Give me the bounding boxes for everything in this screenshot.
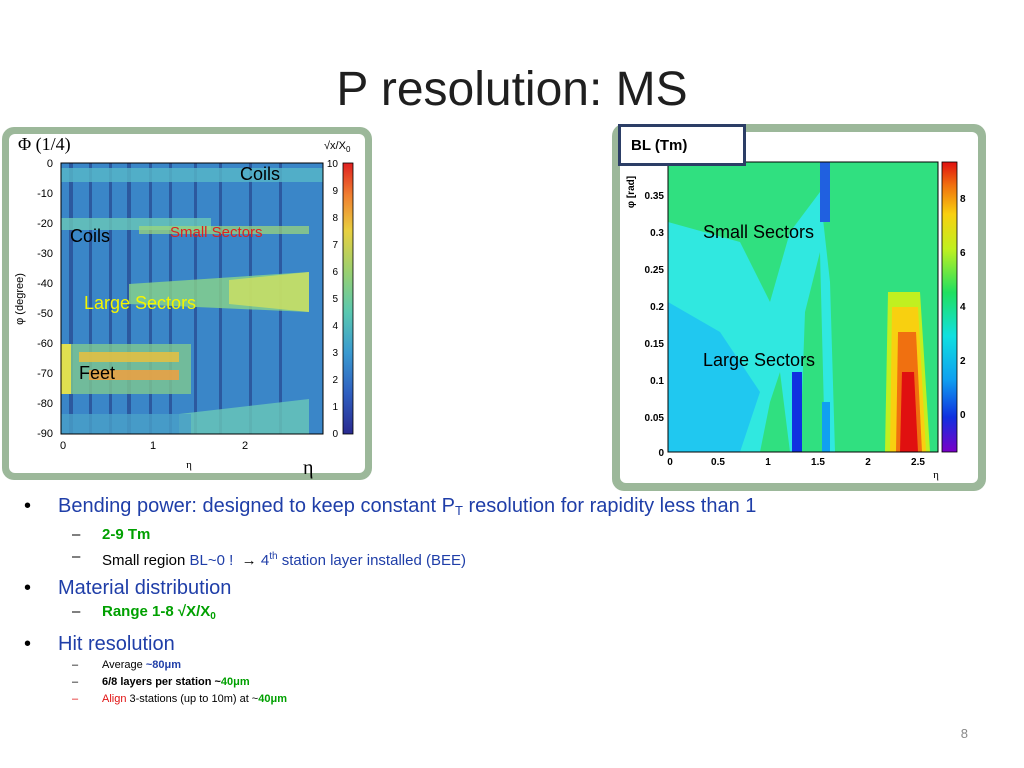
- svg-text:9: 9: [332, 186, 338, 197]
- svg-text:2: 2: [865, 457, 871, 468]
- y-tick: -40: [37, 278, 53, 290]
- sub-bullet-average: – Average ~80μm: [72, 659, 181, 671]
- svg-text:0.1: 0.1: [650, 376, 664, 387]
- svg-text:5: 5: [332, 294, 338, 305]
- svg-text:2: 2: [960, 356, 966, 367]
- y-tick: -20: [37, 218, 53, 230]
- x-tick: 0: [60, 440, 66, 452]
- right-small-sectors-label: Small Sectors: [703, 222, 815, 242]
- svg-text:4: 4: [332, 321, 338, 332]
- svg-text:0: 0: [667, 457, 673, 468]
- colorbar-tick-labels: 10 9 8 7 6 5 4 3 2 1 0: [327, 159, 339, 440]
- x-tick: 2: [242, 440, 248, 452]
- x-tick-labels: 0 0.5 1 1.5 2 2.5: [667, 457, 925, 468]
- material-map-plot: 0 -10 -20 -30 -40 -50 -60 -70 -80 -90 φ …: [14, 140, 354, 471]
- coils-left-label: Coils: [70, 226, 111, 246]
- bl-tm-label: BL (Tm): [618, 124, 746, 166]
- svg-text:0.35: 0.35: [645, 191, 665, 202]
- bullet-hit-resolution: • Hit resolution: [24, 633, 175, 655]
- y-tick: -60: [37, 338, 53, 350]
- y-tick: -70: [37, 368, 53, 380]
- svg-text:0.2: 0.2: [650, 302, 664, 313]
- svg-text:0.5: 0.5: [711, 457, 725, 468]
- svg-text:6: 6: [960, 248, 966, 259]
- svg-text:0: 0: [658, 448, 664, 459]
- colorbar: [941, 161, 958, 453]
- x-axis-label: η: [186, 459, 192, 471]
- slide-title: P resolution: MS: [336, 63, 688, 116]
- bending-power-plot: 0.35 0.3 0.25 0.2 0.15 0.1 0.05 0 φ [rad…: [626, 161, 966, 481]
- page-number: 8: [960, 726, 968, 741]
- sub-bullet-range-x0: – Range 1-8 √X/X0: [72, 603, 216, 622]
- svg-text:2: 2: [332, 375, 338, 386]
- sub-bullet-range-tm: –2-9 Tm: [72, 526, 151, 543]
- x-tick-labels: 0 1 2: [60, 440, 248, 452]
- svg-text:10: 10: [327, 159, 339, 170]
- y-axis-label: φ [rad]: [626, 176, 637, 208]
- y-tick: 0: [47, 158, 53, 170]
- bullet-material-distribution: • Material distribution: [24, 577, 232, 599]
- y-tick-labels: 0.35 0.3 0.25 0.2 0.15 0.1 0.05 0: [645, 191, 665, 459]
- sub-bullet-layers: –6/8 layers per station ~40μm: [72, 676, 250, 688]
- svg-text:6: 6: [332, 267, 338, 278]
- svg-text:0: 0: [332, 429, 338, 440]
- coils-top-label: Coils: [240, 164, 281, 184]
- svg-text:2.5: 2.5: [911, 457, 925, 468]
- x-axis-label: η: [933, 469, 939, 481]
- material-map-figure: 0 -10 -20 -30 -40 -50 -60 -70 -80 -90 φ …: [2, 127, 372, 480]
- phi-quarter-label: Φ (1/4): [18, 134, 71, 154]
- svg-text:0.25: 0.25: [645, 265, 665, 276]
- svg-text:1.5: 1.5: [811, 457, 825, 468]
- svg-text:3: 3: [332, 348, 338, 359]
- right-large-sectors-label: Large Sectors: [703, 350, 816, 370]
- colorbar: [342, 162, 354, 435]
- svg-text:0.05: 0.05: [645, 413, 665, 424]
- bullet-bending-power: • Bending power: designed to keep constan…: [24, 495, 757, 518]
- small-sectors-label: Small Sectors: [170, 224, 263, 241]
- bending-power-figure: 0.35 0.3 0.25 0.2 0.15 0.1 0.05 0 φ [rad…: [612, 124, 986, 491]
- y-axis-label: φ (degree): [14, 273, 26, 325]
- colorbar-title: √x/X0: [324, 140, 351, 154]
- sub-bullet-align: – Align 3-stations (up to 10m) at ~40μm: [72, 693, 287, 705]
- svg-text:8: 8: [332, 213, 338, 224]
- sub-bullet-small-region: – Small region BL~0 ! → 4th station layer…: [72, 548, 466, 569]
- svg-text:0.15: 0.15: [645, 339, 665, 350]
- y-tick: -50: [37, 308, 53, 320]
- svg-text:1: 1: [332, 402, 338, 413]
- svg-text:8: 8: [960, 194, 966, 205]
- y-tick: -90: [37, 428, 53, 440]
- x-tick: 1: [150, 440, 156, 452]
- eta-label: η: [303, 457, 314, 479]
- y-tick: -10: [37, 188, 53, 200]
- y-tick: -80: [37, 398, 53, 410]
- y-tick-labels: 0 -10 -20 -30 -40 -50 -60 -70 -80 -90: [37, 158, 53, 440]
- feet-label: Feet: [79, 363, 116, 383]
- svg-text:1: 1: [765, 457, 771, 468]
- large-sectors-label: Large Sectors: [84, 293, 197, 313]
- svg-text:0.3: 0.3: [650, 228, 664, 239]
- svg-text:4: 4: [960, 302, 966, 313]
- svg-text:0: 0: [960, 410, 966, 421]
- bullet-list: • Bending power: designed to keep constan…: [24, 490, 1004, 708]
- y-tick: -30: [37, 248, 53, 260]
- svg-text:7: 7: [332, 240, 338, 251]
- colorbar-tick-labels: 8 6 4 2 0: [960, 194, 966, 421]
